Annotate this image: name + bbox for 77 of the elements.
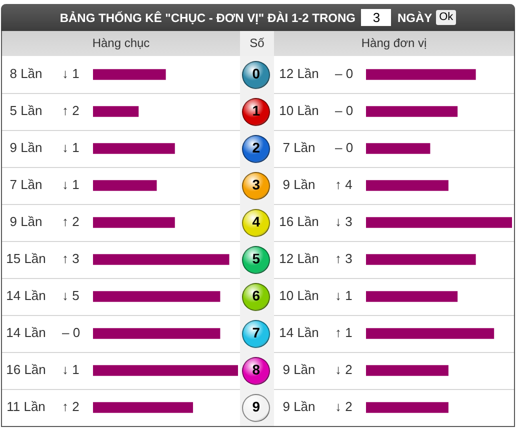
chart-title: Hàng chục xyxy=(2,31,240,56)
text: ↑ 2 xyxy=(62,214,80,230)
text: ↓ 1 xyxy=(335,288,352,304)
data-label: 9 Lần xyxy=(282,399,316,414)
text: – 0 xyxy=(335,140,354,156)
chart-title: Hàng đơn vị xyxy=(360,35,428,52)
bar xyxy=(366,254,476,265)
text: – 0 xyxy=(335,103,354,118)
text: NGÀY xyxy=(397,10,432,24)
data-label: 9 Lần xyxy=(10,214,42,230)
y-tick-label: 3 xyxy=(252,176,260,192)
data-label: 9 Lần xyxy=(10,140,42,156)
bar xyxy=(366,69,476,80)
y-tick-label: 6 xyxy=(252,287,260,304)
bar xyxy=(93,365,238,376)
text: BẢNG THỐNG KÊ "CHỤC - ĐƠN VỊ" ĐÀI 1-2 TRONG xyxy=(60,10,356,24)
bar xyxy=(93,254,230,265)
bar xyxy=(366,402,448,413)
bar xyxy=(366,291,458,302)
text: ↓ 1 xyxy=(62,177,80,192)
bar xyxy=(93,291,220,302)
bar xyxy=(366,365,448,376)
bar xyxy=(93,402,194,413)
bar xyxy=(366,106,458,117)
text: ↑ 2 xyxy=(62,103,80,118)
data-label: 7 Lần xyxy=(10,177,42,192)
y-tick-label: 8 xyxy=(252,361,260,378)
data-label: 10 Lần xyxy=(279,288,319,304)
data-label: 12 Lần xyxy=(279,251,319,266)
text: ↑ 4 xyxy=(335,177,352,192)
data-label: 16 Lần xyxy=(6,362,46,378)
y-tick-label: 7 xyxy=(252,324,260,340)
text: ↓ 2 xyxy=(335,399,352,414)
button: Ok xyxy=(436,10,456,25)
data-label: 14 Lần xyxy=(6,325,46,340)
data-label: 10 Lần xyxy=(279,103,319,118)
data-label: 15 Lần xyxy=(6,251,46,266)
text: ↑ 2 xyxy=(62,399,80,414)
text: ↓ 5 xyxy=(62,288,80,304)
y-tick-label: 1 xyxy=(252,102,260,118)
data-label: 9 Lần xyxy=(282,362,316,378)
bar xyxy=(366,328,494,339)
bar xyxy=(366,180,448,191)
bar xyxy=(93,328,220,339)
text: – 0 xyxy=(62,325,80,340)
y-tick-label: 4 xyxy=(252,213,260,230)
text: ↑ 3 xyxy=(62,251,80,266)
data-label: 7 Lần xyxy=(282,140,316,156)
data-label: 11 Lần xyxy=(6,399,46,414)
data-label: 16 Lần xyxy=(279,214,319,230)
y-tick-label: 5 xyxy=(252,250,260,266)
bar xyxy=(366,217,512,228)
bar xyxy=(93,217,175,228)
text: ↑ 3 xyxy=(335,251,352,266)
y-tick-label: 9 xyxy=(252,398,260,414)
y-axis-title: Số xyxy=(240,31,274,56)
data-label: 8 Lần xyxy=(10,66,42,82)
data-label: 14 Lần xyxy=(279,325,319,340)
bar xyxy=(93,180,157,191)
text: ↓ 1 xyxy=(62,362,80,378)
y-tick-label: 2 xyxy=(252,139,260,156)
text: ↑ 1 xyxy=(335,325,352,340)
data-label: 14 Lần xyxy=(6,288,46,304)
data-label: 9 Lần xyxy=(282,177,316,192)
bar xyxy=(366,143,430,154)
data-label: 12 Lần xyxy=(279,66,319,82)
text: ↓ 1 xyxy=(62,66,80,82)
bar xyxy=(93,69,166,80)
data-label: 5 Lần xyxy=(10,103,42,118)
y-tick-label: 0 xyxy=(252,65,260,82)
bar xyxy=(93,106,139,117)
bar xyxy=(93,143,175,154)
text: ↓ 1 xyxy=(62,140,80,156)
text: ↓ 2 xyxy=(335,362,352,378)
text-field: 3 xyxy=(361,9,392,26)
text: – 0 xyxy=(335,66,354,82)
text: ↓ 3 xyxy=(335,214,352,230)
